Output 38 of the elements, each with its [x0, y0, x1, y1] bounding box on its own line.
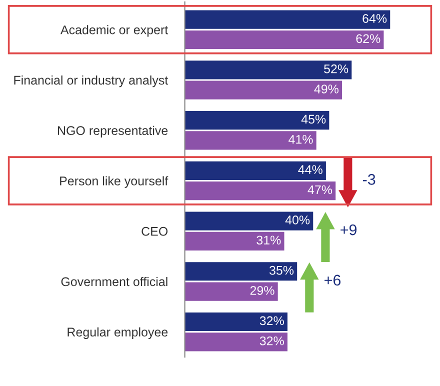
data-label: 41%: [288, 135, 313, 144]
y-tick-label: CEO: [142, 226, 168, 236]
annotation: +9: [340, 224, 357, 236]
bar: [184, 312, 288, 332]
data-label: 44%: [298, 165, 322, 174]
bar: [184, 282, 278, 301]
bar: [184, 10, 390, 29]
y-tick-label: Person like yourself: [60, 176, 168, 188]
bar: [184, 262, 298, 281]
data-label: 64%: [362, 14, 387, 23]
bar: [184, 161, 326, 180]
data-label: 32%: [260, 316, 284, 326]
data-label: 29%: [250, 286, 274, 295]
bar: [184, 212, 314, 230]
data-label: 35%: [269, 266, 294, 275]
data-label: 47%: [308, 185, 332, 194]
bar: [184, 30, 384, 49]
data-label: 62%: [356, 34, 380, 44]
data-label: 31%: [256, 236, 281, 245]
bar: [184, 182, 336, 200]
y-tick-label: Government official: [61, 276, 168, 286]
data-label: 32%: [260, 336, 284, 346]
bar: [184, 131, 316, 150]
bar: [184, 60, 352, 80]
bar: [184, 332, 288, 352]
data-label: 49%: [314, 84, 338, 94]
annotation: -3: [362, 174, 376, 185]
data-label: 45%: [301, 114, 326, 124]
data-label: 40%: [285, 216, 310, 224]
y-tick-label: Regular employee: [68, 327, 168, 339]
bar: [184, 111, 330, 130]
data-label: 52%: [324, 64, 348, 74]
y-tick-label: NGO representative: [58, 126, 168, 138]
bar: [184, 232, 284, 250]
annotation: +6: [324, 274, 341, 286]
y-tick-label: Financial or industry analyst: [14, 75, 168, 88]
bar: [184, 80, 342, 100]
y-tick-label: Academic or expert: [60, 25, 168, 37]
